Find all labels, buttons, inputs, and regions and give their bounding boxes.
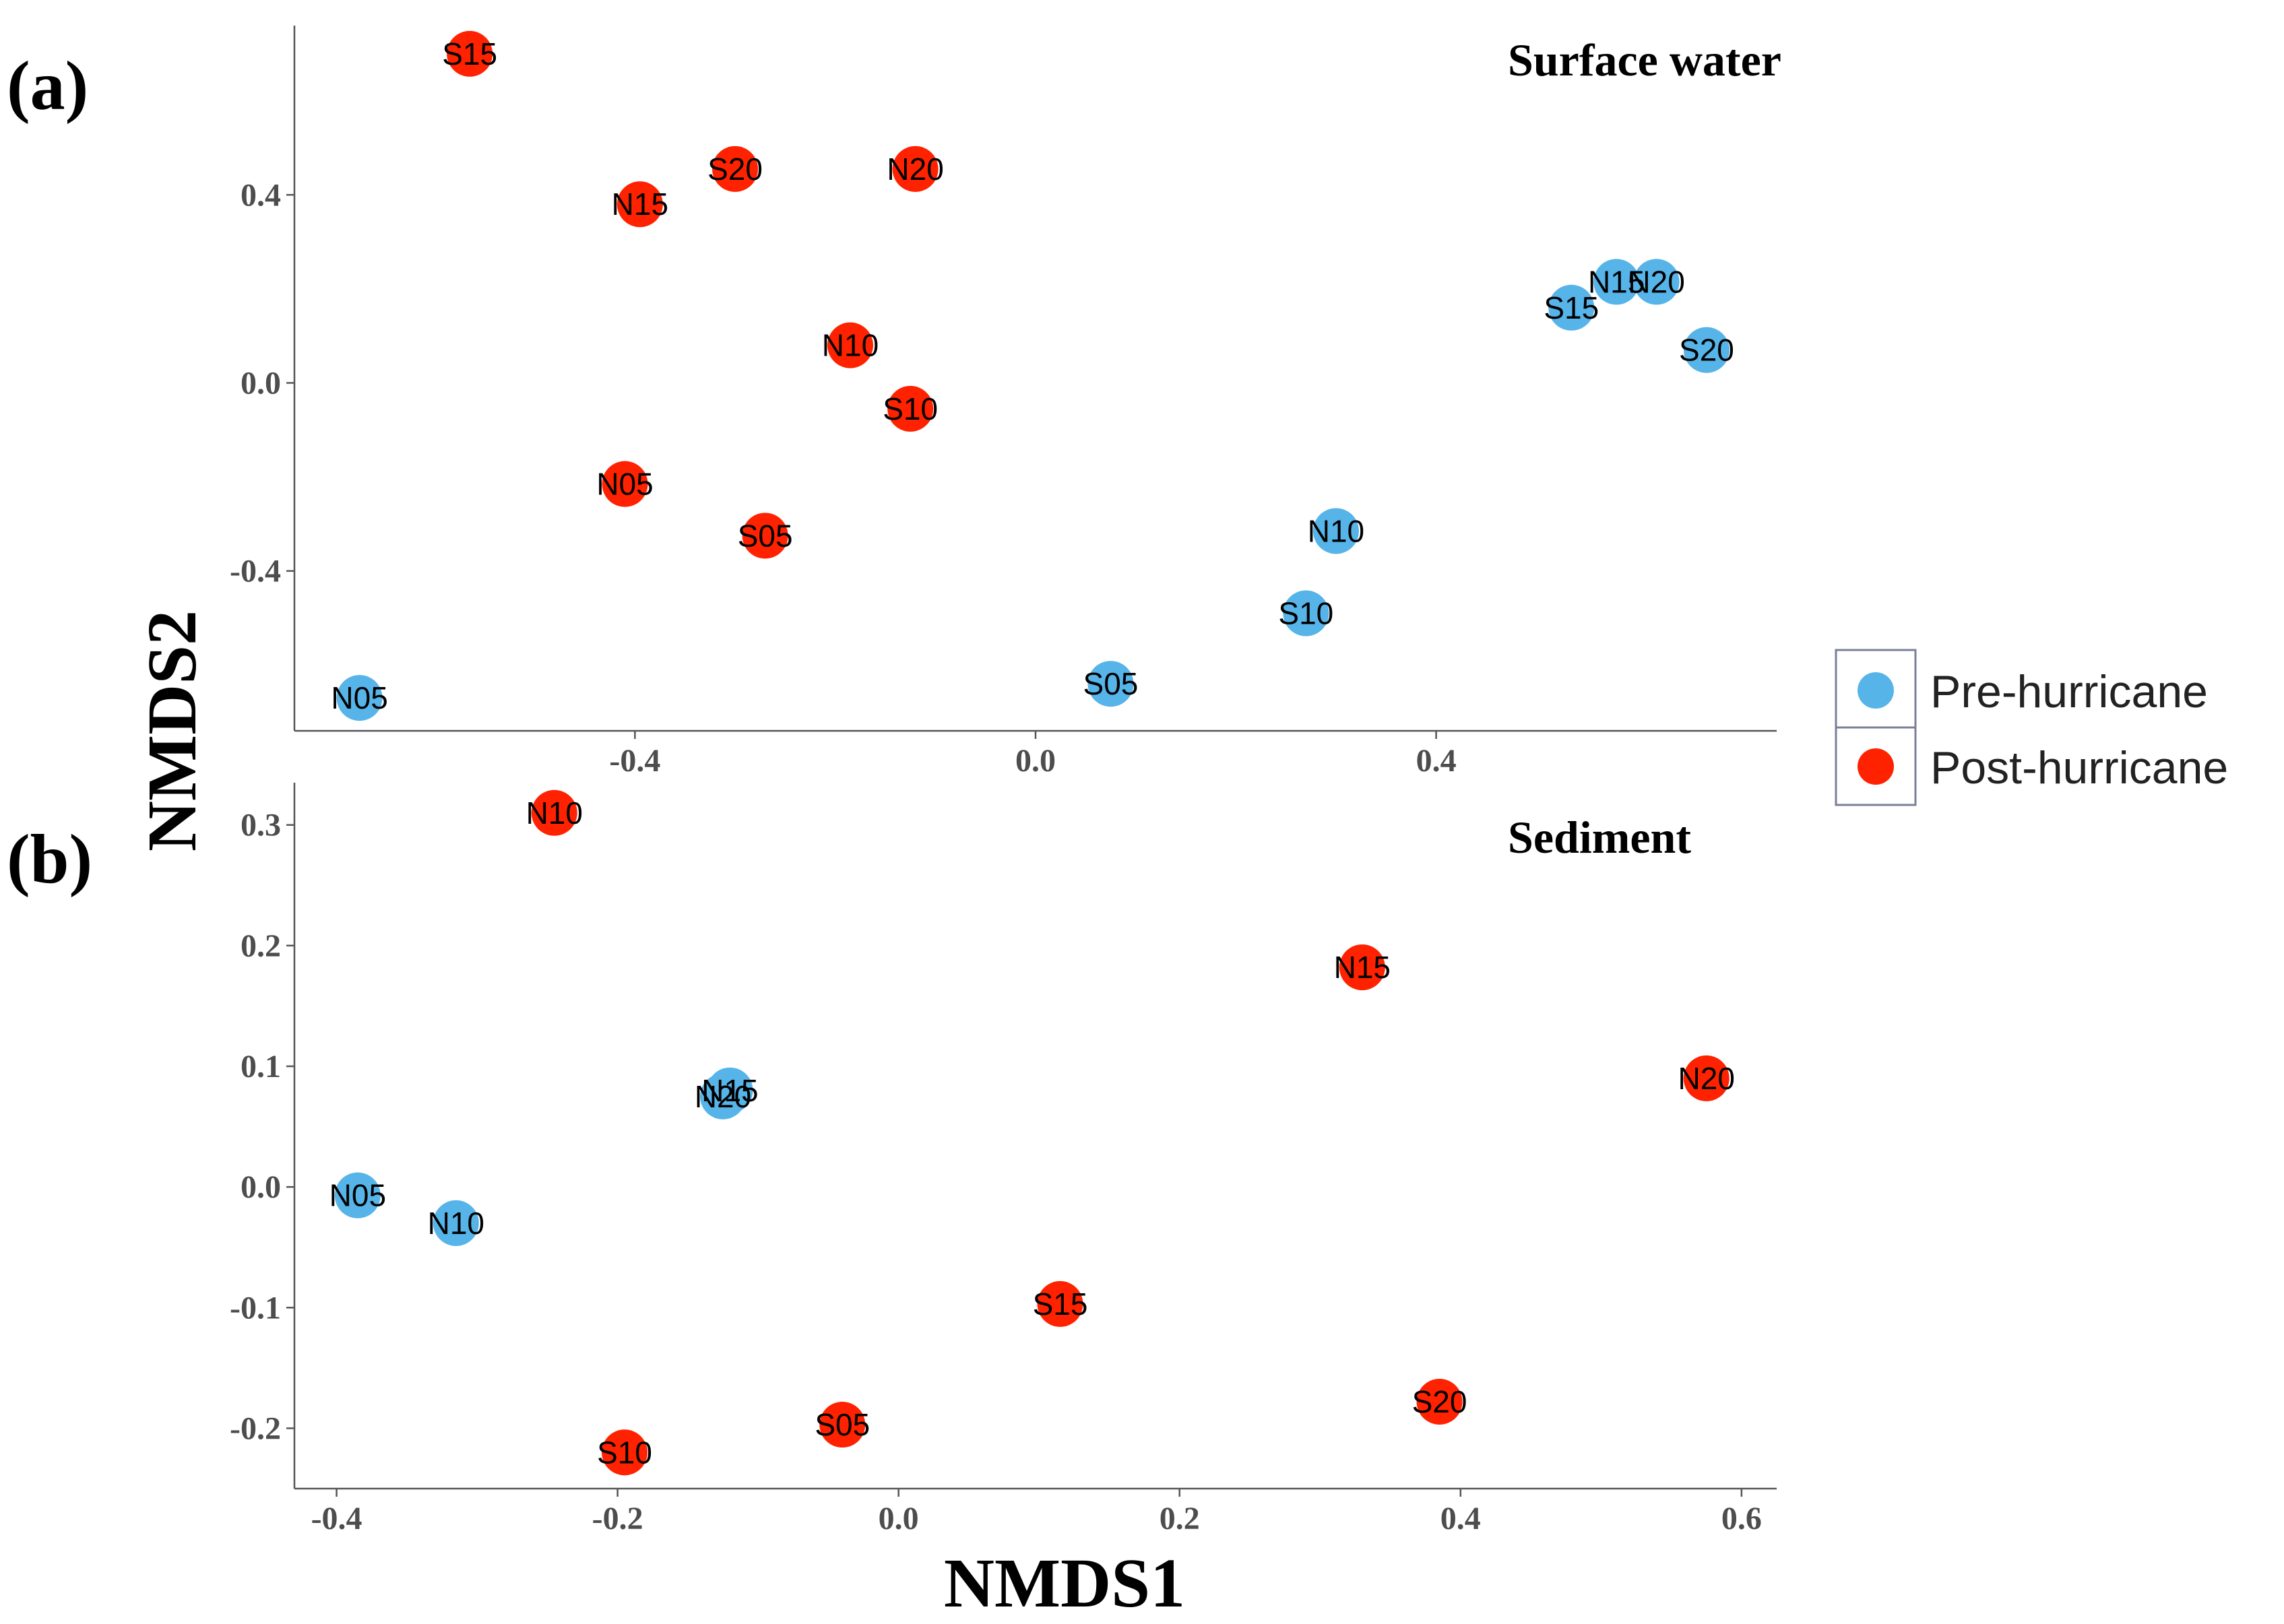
point-post-hurricane-n10 xyxy=(827,322,873,368)
point-label-post-hurricane-s20: S20 xyxy=(1412,1384,1467,1419)
panel-b-y-tick-label: -0.2 xyxy=(230,1410,281,1446)
point-pre-hurricane-n10 xyxy=(1312,508,1359,554)
point-post-hurricane-s10 xyxy=(602,1429,648,1476)
point-post-hurricane-s05 xyxy=(819,1402,866,1448)
point-pre-hurricane-s20 xyxy=(1683,327,1730,373)
point-label-pre-hurricane-n20: N20 xyxy=(1628,264,1684,299)
point-pre-hurricane-n10 xyxy=(433,1200,479,1246)
panel-b-x-tick-label: 0.2 xyxy=(1160,1501,1200,1536)
panel-b-title: Sediment xyxy=(1508,812,1691,863)
point-post-hurricane-n20 xyxy=(1683,1055,1730,1101)
point-pre-hurricane-n20 xyxy=(700,1073,747,1119)
panel-a-y-tick-label: -0.4 xyxy=(230,554,281,589)
point-post-hurricane-n05 xyxy=(602,461,648,507)
point-label-post-hurricane-n10: N10 xyxy=(822,328,879,363)
point-label-post-hurricane-n10: N10 xyxy=(526,795,583,831)
panel-b-y-tick-label: 0.3 xyxy=(241,808,281,843)
panel-b-y-tick-label: 0.1 xyxy=(241,1049,281,1084)
panel-a-x-tick-label: 0.4 xyxy=(1416,743,1457,779)
point-pre-hurricane-n05 xyxy=(334,1172,381,1219)
point-label-pre-hurricane-n05: N05 xyxy=(331,680,387,715)
point-post-hurricane-n15 xyxy=(1339,944,1385,991)
point-label-pre-hurricane-n05: N05 xyxy=(329,1178,386,1213)
panel-b-x-tick-label: 0.0 xyxy=(879,1501,919,1536)
panel-a-label: (a) xyxy=(7,47,88,125)
panel-a-ticks: -0.4 0.0 0.4 -0.4 0.0 0.4 xyxy=(230,177,1457,779)
y-axis-title: NMDS2 xyxy=(133,610,211,851)
point-label-post-hurricane-n20: N20 xyxy=(1678,1061,1735,1096)
panel-a-title: Surface water xyxy=(1508,34,1781,86)
point-label-post-hurricane-n20: N20 xyxy=(887,152,943,187)
panel-b-x-tick-label: 0.4 xyxy=(1440,1501,1481,1536)
panel-b-ticks: -0.4 -0.2 0.0 0.2 0.4 0.6 -0.2 -0.1 0.0 0.1 0.2 0.3 xyxy=(230,808,1762,1536)
legend: Pre-hurricane Post-hurricane xyxy=(1835,649,2228,806)
panel-a-y-tick-label: 0.4 xyxy=(241,177,281,213)
panel-a-x-tick-label: -0.4 xyxy=(609,743,660,779)
panel-b-y-tick-label: 0.0 xyxy=(241,1169,281,1205)
point-post-hurricane-s10 xyxy=(887,385,934,432)
point-label-pre-hurricane-n10: N10 xyxy=(1308,513,1364,548)
point-label-post-hurricane-s15: S15 xyxy=(442,36,497,71)
point-label-post-hurricane-s15: S15 xyxy=(1033,1287,1088,1322)
point-pre-hurricane-s05 xyxy=(1087,661,1134,707)
point-label-pre-hurricane-s05: S05 xyxy=(1083,666,1139,701)
panel-b-x-tick-label: -0.2 xyxy=(592,1501,643,1536)
point-label-post-hurricane-s10: S10 xyxy=(597,1435,652,1470)
point-label-pre-hurricane-s10: S10 xyxy=(1278,596,1333,631)
point-label-pre-hurricane-n10: N10 xyxy=(428,1206,484,1241)
point-label-pre-hurricane-s15: S15 xyxy=(1544,290,1599,325)
point-label-pre-hurricane-n15: N15 xyxy=(701,1073,758,1108)
panel-b-label: (b) xyxy=(7,820,92,898)
point-post-hurricane-n10 xyxy=(531,789,577,836)
panel-a-surface-water: (a) Surface water -0.4 0.0 0.4 -0.4 0.0 0.4 N… xyxy=(7,26,1781,779)
point-label-pre-hurricane-n15: N15 xyxy=(1588,264,1645,299)
point-label-post-hurricane-s05: S05 xyxy=(815,1407,870,1442)
point-post-hurricane-s15 xyxy=(447,30,493,77)
point-post-hurricane-s20 xyxy=(1416,1379,1463,1425)
panel-b-x-tick-label: -0.4 xyxy=(311,1501,362,1536)
point-label-pre-hurricane-s20: S20 xyxy=(1679,333,1734,368)
panel-a-y-tick-label: 0.0 xyxy=(241,365,281,401)
point-pre-hurricane-n05 xyxy=(336,675,383,721)
panel-a-x-tick-label: 0.0 xyxy=(1015,743,1056,779)
point-post-hurricane-s05 xyxy=(742,513,788,559)
point-label-post-hurricane-n05: N05 xyxy=(596,467,653,502)
point-post-hurricane-n20 xyxy=(892,145,939,192)
panel-b-y-tick-label: 0.2 xyxy=(241,928,281,964)
point-label-post-hurricane-s20: S20 xyxy=(707,152,763,187)
point-label-post-hurricane-n15: N15 xyxy=(1334,950,1391,985)
point-pre-hurricane-n20 xyxy=(1633,259,1680,305)
point-label-post-hurricane-s05: S05 xyxy=(738,518,793,553)
point-post-hurricane-s20 xyxy=(712,145,759,192)
legend-post-hurricane-label: Post-hurricane xyxy=(1930,742,2228,793)
panel-b-y-tick-label: -0.1 xyxy=(230,1290,281,1326)
point-label-pre-hurricane-n20: N20 xyxy=(695,1079,751,1114)
point-pre-hurricane-s15 xyxy=(1548,284,1595,331)
point-post-hurricane-n15 xyxy=(616,181,663,228)
point-label-post-hurricane-s10: S10 xyxy=(883,391,938,426)
legend-pre-hurricane-marker xyxy=(1858,672,1894,709)
panel-b-x-tick-label: 0.6 xyxy=(1721,1501,1762,1536)
point-pre-hurricane-s10 xyxy=(1283,590,1329,637)
legend-pre-hurricane-label: Pre-hurricane xyxy=(1930,666,2208,717)
point-pre-hurricane-n15 xyxy=(1593,259,1640,305)
point-post-hurricane-s15 xyxy=(1037,1280,1083,1327)
panel-b-sediment: (b) Sediment -0.4 -0.2 0.0 0.2 0.4 0.6-0.2-0.… xyxy=(7,783,1777,1536)
legend-post-hurricane-marker xyxy=(1858,748,1894,785)
point-label-post-hurricane-n15: N15 xyxy=(612,187,668,222)
x-axis-title: NMDS1 xyxy=(944,1545,1185,1622)
